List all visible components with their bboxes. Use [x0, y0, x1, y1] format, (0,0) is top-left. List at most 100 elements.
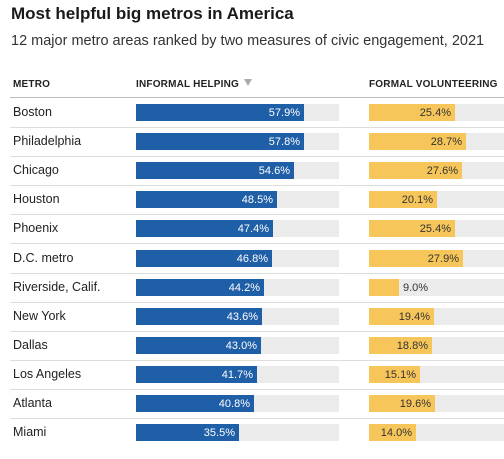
informal-helping-track: 35.5% — [136, 424, 339, 441]
formal-volunteering-track: 28.7% — [369, 133, 504, 150]
formal-volunteering-track: 19.4% — [369, 308, 504, 325]
informal-helping-bar — [136, 220, 273, 237]
informal-helping-bar — [136, 395, 254, 412]
row-divider — [10, 360, 504, 361]
metro-name: Chicago — [13, 163, 59, 177]
formal-volunteering-bar — [369, 220, 455, 237]
row-divider — [10, 273, 504, 274]
informal-helping-track: 41.7% — [136, 366, 339, 383]
informal-helping-track: 57.9% — [136, 104, 339, 121]
informal-helping-label: 47.4% — [237, 222, 269, 235]
row-divider — [10, 331, 504, 332]
sort-descending-icon[interactable] — [244, 79, 252, 86]
informal-helping-bar — [136, 279, 264, 296]
metro-name: Riverside, Calif. — [13, 280, 101, 294]
formal-volunteering-label: 27.9% — [427, 252, 459, 265]
informal-helping-bar — [136, 162, 294, 179]
column-header-informal-helping[interactable]: INFORMAL HELPING — [136, 79, 240, 90]
formal-volunteering-track: 18.8% — [369, 337, 504, 354]
informal-helping-label: 35.5% — [203, 426, 235, 439]
metro-name: Philadelphia — [13, 134, 82, 148]
informal-helping-label: 41.7% — [221, 368, 253, 381]
row-divider — [10, 156, 504, 157]
metro-name: New York — [13, 309, 66, 323]
formal-volunteering-bar — [369, 104, 455, 121]
informal-helping-track: 47.4% — [136, 220, 339, 237]
column-header-formal-volunteering[interactable]: FORMAL VOLUNTEERING — [369, 79, 498, 90]
formal-volunteering-bar — [369, 133, 466, 150]
formal-volunteering-track: 20.1% — [369, 191, 504, 208]
metro-name: Miami — [13, 425, 47, 439]
informal-helping-label: 43.0% — [225, 339, 257, 352]
row-divider — [10, 185, 504, 186]
informal-helping-bar — [136, 308, 262, 325]
informal-helping-label: 57.9% — [268, 106, 300, 119]
informal-helping-bar — [136, 337, 261, 354]
metro-name: Dallas — [13, 338, 48, 352]
informal-helping-label: 46.8% — [236, 252, 268, 265]
formal-volunteering-bar — [369, 250, 463, 267]
row-divider — [10, 389, 504, 390]
formal-volunteering-bar — [369, 424, 416, 441]
formal-volunteering-track: 15.1% — [369, 366, 504, 383]
row-divider — [10, 243, 504, 244]
informal-helping-label: 40.8% — [218, 397, 250, 410]
formal-volunteering-label: 19.6% — [399, 397, 431, 410]
formal-volunteering-track: 9.0% — [369, 279, 504, 296]
informal-helping-track: 57.8% — [136, 133, 339, 150]
column-header-metro[interactable]: METRO — [13, 79, 51, 90]
metro-name: Phoenix — [13, 221, 59, 235]
formal-volunteering-track: 25.4% — [369, 104, 504, 121]
formal-volunteering-label: 25.4% — [419, 222, 451, 235]
metro-name: D.C. metro — [13, 251, 74, 265]
row-divider — [10, 302, 504, 303]
informal-helping-bar — [136, 133, 304, 150]
chart-title: Most helpful big metros in America — [11, 4, 294, 23]
formal-volunteering-bar — [369, 191, 437, 208]
informal-helping-label: 54.6% — [258, 164, 290, 177]
informal-helping-bar — [136, 366, 257, 383]
header-divider — [10, 97, 504, 98]
informal-helping-bar — [136, 424, 239, 441]
informal-helping-bar — [136, 250, 272, 267]
formal-volunteering-bar — [369, 279, 399, 296]
row-divider — [10, 418, 504, 419]
informal-helping-bar — [136, 191, 277, 208]
formal-volunteering-track: 27.9% — [369, 250, 504, 267]
formal-volunteering-bar — [369, 308, 434, 325]
formal-volunteering-label: 18.8% — [396, 339, 428, 352]
formal-volunteering-label: 9.0% — [403, 281, 429, 294]
informal-helping-track: 40.8% — [136, 395, 339, 412]
formal-volunteering-bar — [369, 162, 462, 179]
formal-volunteering-label: 14.0% — [380, 426, 412, 439]
formal-volunteering-bar — [369, 395, 435, 412]
informal-helping-bar — [136, 104, 304, 121]
formal-volunteering-bar — [369, 366, 420, 383]
formal-volunteering-track: 19.6% — [369, 395, 504, 412]
formal-volunteering-track: 27.6% — [369, 162, 504, 179]
informal-helping-track: 54.6% — [136, 162, 339, 179]
metro-name: Boston — [13, 105, 52, 119]
informal-helping-label: 44.2% — [228, 281, 260, 294]
informal-helping-label: 57.8% — [268, 135, 300, 148]
formal-volunteering-track: 25.4% — [369, 220, 504, 237]
row-divider — [10, 214, 504, 215]
metro-name: Houston — [13, 192, 60, 206]
informal-helping-track: 48.5% — [136, 191, 339, 208]
formal-volunteering-label: 19.4% — [398, 310, 430, 323]
formal-volunteering-label: 20.1% — [401, 193, 433, 206]
formal-volunteering-label: 27.6% — [426, 164, 458, 177]
formal-volunteering-label: 25.4% — [419, 106, 451, 119]
informal-helping-label: 48.5% — [241, 193, 273, 206]
metro-name: Los Angeles — [13, 367, 82, 381]
metro-name: Atlanta — [13, 396, 52, 410]
formal-volunteering-label: 15.1% — [384, 368, 416, 381]
chart-subtitle: 12 major metro areas ranked by two measu… — [11, 33, 485, 49]
formal-volunteering-track: 14.0% — [369, 424, 504, 441]
informal-helping-track: 46.8% — [136, 250, 339, 267]
informal-helping-track: 43.0% — [136, 337, 339, 354]
informal-helping-track: 44.2% — [136, 279, 339, 296]
informal-helping-track: 43.6% — [136, 308, 339, 325]
formal-volunteering-bar — [369, 337, 432, 354]
row-divider — [10, 127, 504, 128]
